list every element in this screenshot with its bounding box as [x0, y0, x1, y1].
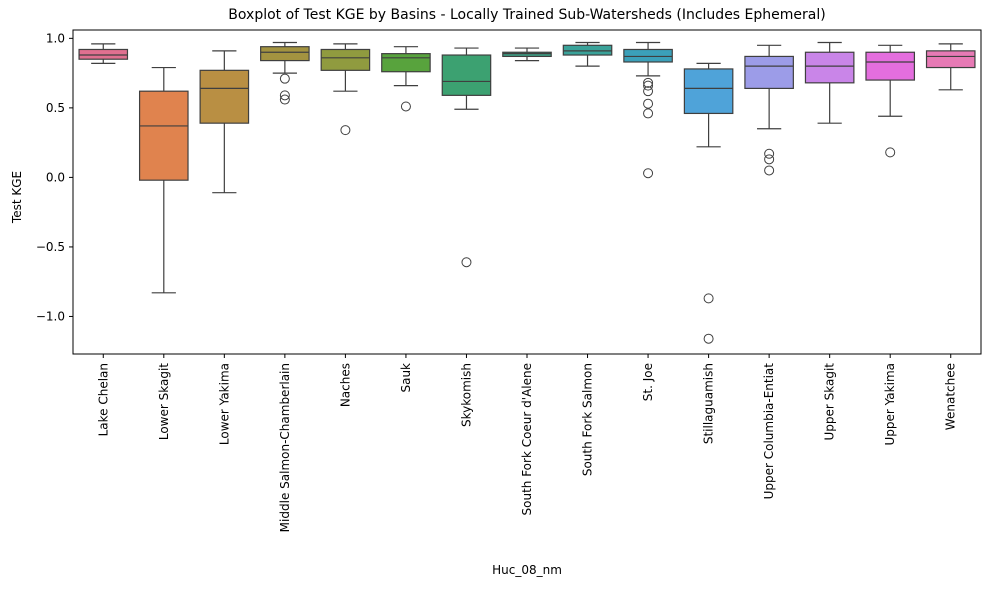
box-group [562, 41, 613, 67]
x-axis: Lake Chelan Lower Skagit Lower Yakima Middl… [96, 354, 958, 532]
plot-area [78, 41, 976, 344]
box-group [925, 43, 976, 91]
box-group [502, 47, 552, 62]
outlier-point [279, 90, 290, 101]
x-tick-label: Lake Chelan [96, 363, 110, 436]
outlier-point [643, 86, 654, 97]
x-tick-label: Stillaguamish [702, 363, 716, 444]
y-tick-label: −1.0 [36, 309, 65, 323]
box-group [744, 44, 794, 176]
x-tick-label: South Fork Coeur d'Alene [520, 363, 534, 516]
y-tick-label: −0.5 [36, 240, 65, 254]
box [199, 69, 250, 124]
outlier-point [703, 293, 714, 304]
y-tick-label: 1.0 [46, 31, 65, 45]
y-tick-label: 0.0 [46, 170, 65, 184]
box [138, 90, 189, 181]
box-group [683, 62, 734, 344]
chart-title: Boxplot of Test KGE by Basins - Locally … [228, 7, 826, 23]
outlier-point [461, 257, 472, 268]
x-tick-label: Middle Salmon-Chamberlain [278, 363, 292, 532]
outlier-point [400, 101, 411, 112]
box [78, 48, 129, 60]
x-tick-label: Lower Skagit [157, 363, 171, 440]
outlier-point [885, 147, 896, 158]
outlier-point [643, 108, 654, 119]
box [562, 44, 613, 56]
outlier-point [643, 77, 654, 88]
x-axis-label: Huc_08_nm [492, 563, 562, 577]
box-group [804, 41, 855, 124]
box-group [320, 43, 371, 136]
box-group [138, 66, 189, 294]
x-tick-label: Skykomish [459, 363, 473, 427]
box [381, 53, 431, 73]
box [320, 48, 371, 71]
outlier-point [279, 94, 290, 105]
outlier-point [643, 98, 654, 109]
x-tick-label: St. Joe [641, 363, 655, 401]
box [502, 51, 552, 58]
outlier-point [340, 125, 351, 136]
box [804, 51, 855, 84]
outlier-point [643, 80, 654, 91]
x-tick-label: Naches [338, 363, 352, 407]
box [683, 68, 734, 115]
x-tick-label: Lower Yakima [217, 363, 231, 445]
outlier-point [764, 148, 775, 159]
x-tick-label: Upper Yakima [883, 363, 897, 446]
box [744, 55, 794, 90]
outlier-point [643, 168, 654, 179]
outlier-point [764, 154, 775, 165]
outlier-point [703, 333, 714, 344]
box-group [381, 46, 431, 112]
x-tick-label: Wenatchee [944, 363, 958, 430]
box-group [260, 41, 310, 105]
y-axis: −1.0 −0.5 0.0 0.5 1.0 [36, 31, 73, 323]
outlier-point [279, 73, 290, 84]
outlier-point [764, 165, 775, 176]
x-tick-label: Upper Skagit [823, 363, 837, 441]
box [260, 46, 310, 62]
x-tick-label: Upper Columbia-Entiat [762, 363, 776, 500]
box [865, 51, 916, 81]
box-group [441, 47, 492, 268]
box-group [865, 44, 916, 158]
y-tick-label: 0.5 [46, 101, 65, 115]
x-tick-label: Sauk [399, 363, 413, 393]
box [623, 48, 673, 63]
x-tick-label: South Fork Salmon [581, 363, 595, 476]
box [925, 50, 976, 69]
box-group [78, 43, 129, 64]
box [441, 54, 492, 96]
box-group [199, 50, 250, 194]
box-group [623, 41, 673, 179]
